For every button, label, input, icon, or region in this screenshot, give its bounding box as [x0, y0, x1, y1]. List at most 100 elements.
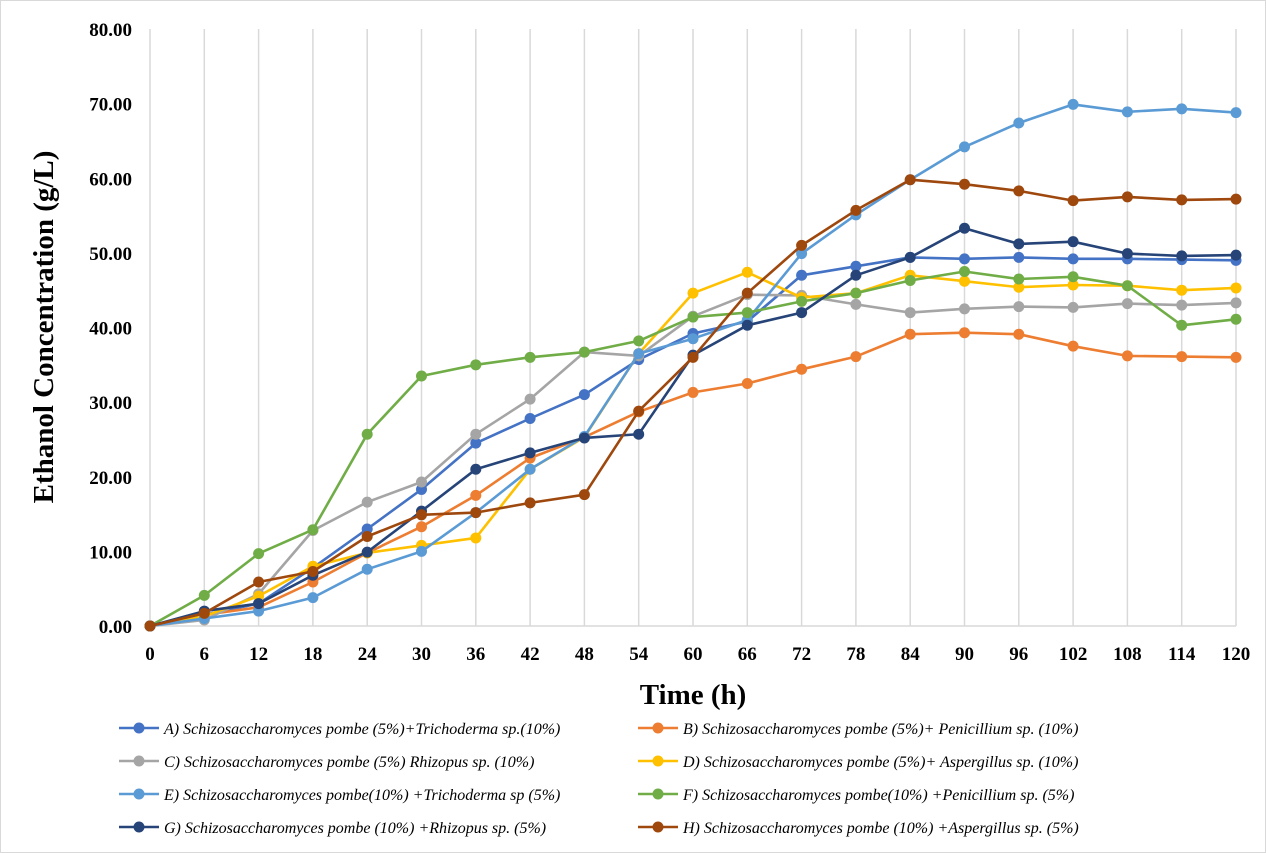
series-h [144, 174, 1242, 632]
legend-marker [133, 722, 145, 734]
legend-label: D) Schizosaccharomyces pombe (5%)+ Asper… [682, 754, 1078, 771]
data-point [1230, 249, 1242, 261]
y-tick-label: 0.00 [99, 617, 132, 638]
data-point [361, 563, 373, 575]
data-point [361, 530, 373, 542]
data-point [1013, 281, 1025, 293]
legend-item: F) Schizosaccharomyces pombe(10%) +Penic… [638, 787, 1074, 804]
data-point [904, 174, 916, 186]
data-point [1013, 328, 1025, 340]
legend-item: C) Schizosaccharomyces pombe (5%) Rhizop… [119, 754, 534, 771]
x-tick-label: 120 [1222, 644, 1251, 665]
data-point [687, 287, 699, 299]
data-point [904, 274, 916, 286]
data-point [361, 428, 373, 440]
data-point [850, 287, 862, 299]
x-tick-label: 72 [792, 644, 811, 665]
y-tick-label: 30.00 [89, 393, 132, 414]
legend-marker [652, 788, 664, 800]
x-tick-label: 48 [575, 644, 594, 665]
y-axis-title: Ethanol Concentration (g/L) [28, 151, 60, 504]
axes [149, 29, 1236, 627]
data-point [633, 335, 645, 347]
legend-label: H) Schizosaccharomyces pombe (10%) +Aspe… [682, 820, 1079, 837]
x-tick-label: 0 [145, 644, 155, 665]
y-tick-label: 20.00 [89, 468, 132, 489]
legend-marker [652, 755, 664, 767]
data-point [470, 489, 482, 501]
data-point [850, 260, 862, 272]
data-point [416, 545, 427, 557]
data-point [687, 333, 699, 345]
legend-item: E) Schizosaccharomyces pombe(10%) +Trich… [119, 787, 560, 804]
data-point [1121, 298, 1133, 310]
data-point [578, 346, 590, 358]
data-point [524, 351, 536, 363]
x-tick-label: 84 [901, 644, 921, 665]
data-point [1121, 350, 1133, 362]
data-point [1176, 250, 1188, 262]
data-point [1230, 282, 1242, 294]
data-point [470, 507, 482, 519]
data-point [470, 359, 482, 371]
data-point [633, 405, 645, 417]
data-point [1176, 299, 1188, 311]
legend-label: C) Schizosaccharomyces pombe (5%) Rhizop… [164, 754, 534, 771]
x-axis-title: Time (h) [640, 679, 747, 711]
legend-item: D) Schizosaccharomyces pombe (5%)+ Asper… [638, 754, 1078, 771]
data-point [1121, 248, 1133, 260]
data-point [959, 275, 970, 287]
data-point [1230, 107, 1242, 119]
data-point [470, 437, 482, 449]
x-tick-label: 6 [200, 644, 210, 665]
x-tick-label: 54 [629, 644, 649, 665]
data-point [524, 447, 536, 459]
legend-label: E) Schizosaccharomyces pombe(10%) +Trich… [163, 787, 560, 804]
data-point [959, 327, 970, 339]
data-point [850, 298, 862, 310]
legend-marker [652, 722, 664, 734]
legend-label: F) Schizosaccharomyces pombe(10%) +Penic… [682, 787, 1074, 804]
x-tick-label: 60 [684, 644, 703, 665]
y-tick-labels: 0.00 10.00 20.00 30.00 40.00 50.00 60.00 70.00 8… [89, 20, 132, 638]
x-tick-label: 30 [412, 644, 431, 665]
series-f [144, 266, 1242, 632]
data-point [416, 521, 427, 533]
data-point [850, 269, 862, 281]
data-point [470, 532, 482, 544]
data-point [796, 239, 808, 251]
y-tick-label: 60.00 [89, 169, 132, 190]
y-tick-label: 40.00 [89, 319, 132, 340]
legend-marker [133, 788, 145, 800]
data-point [633, 348, 645, 360]
x-tick-label: 18 [303, 644, 322, 665]
data-point [796, 295, 808, 307]
data-point [1013, 273, 1025, 285]
data-point [741, 307, 753, 319]
data-point [1121, 191, 1133, 203]
data-point [741, 377, 753, 389]
y-tick-label: 70.00 [89, 95, 132, 116]
x-tick-label: 96 [1009, 644, 1028, 665]
data-point [1067, 279, 1079, 291]
x-tick-labels: 0 6 12 18 24 30 36 42 48 54 60 66 72 78 84 90 96 102 108 11… [145, 644, 1250, 665]
data-point [1176, 284, 1188, 296]
x-tick-label: 90 [955, 644, 974, 665]
data-point [796, 307, 808, 319]
series-lines [144, 98, 1242, 632]
data-point [1013, 117, 1025, 129]
data-point [253, 548, 265, 560]
legend: A) Schizosaccharomyces pombe (5%)+Tricho… [119, 721, 1079, 837]
data-point [578, 389, 590, 401]
y-tick-label: 10.00 [89, 542, 132, 563]
x-tick-label: 42 [521, 644, 540, 665]
data-point [253, 598, 265, 610]
data-point [470, 428, 482, 440]
legend-marker [133, 755, 145, 767]
data-point [904, 328, 916, 340]
data-point [904, 251, 916, 263]
data-point [1121, 280, 1133, 292]
legend-item: A) Schizosaccharomyces pombe (5%)+Tricho… [119, 721, 560, 738]
data-point [959, 222, 970, 234]
